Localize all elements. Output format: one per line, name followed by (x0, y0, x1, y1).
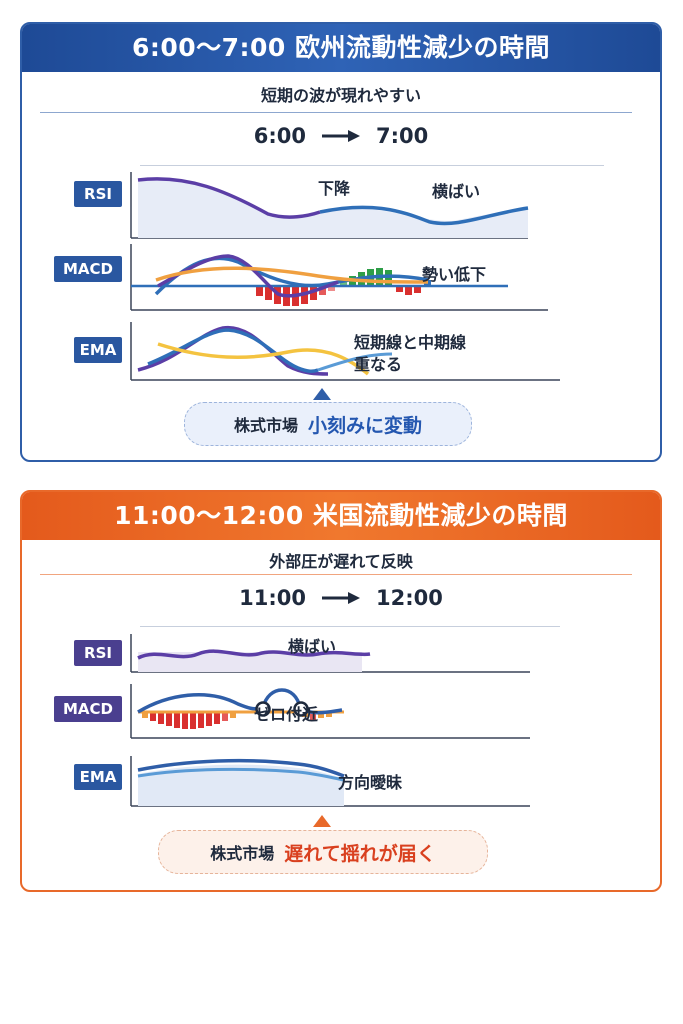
macd-histogram (142, 712, 332, 729)
subtitle-divider (40, 112, 632, 113)
rsi-area-left (138, 178, 328, 238)
arrow-right-icon (322, 592, 360, 604)
ema-note-line1: 短期線と中期線 (354, 333, 467, 352)
histogram-bar (310, 712, 316, 720)
macd-signal-orange (155, 266, 429, 284)
ema-chart (130, 322, 560, 381)
rsi-note-flat: 横ばい (432, 182, 481, 201)
histogram-bar (319, 286, 326, 295)
panel-subtitle: 短期の波が現れやすい (260, 86, 421, 105)
rsi-chart (130, 634, 530, 673)
histogram-bar (142, 712, 148, 718)
ema-line-blue (147, 328, 319, 374)
callout-prefix: 株式市場 (210, 844, 275, 863)
histogram-bar (396, 286, 403, 292)
macd-cross-marker (293, 701, 309, 717)
rsi-note-down: 下降 (318, 179, 351, 198)
panel-europe: 6:00〜7:00 欧州流動性減少の時間 短期の波が現れやすい 6:00 7:0… (20, 22, 662, 462)
panel-us: 11:00〜12:00 米国流動性減少の時間 外部圧が遅れて反映 11:00 1… (20, 490, 662, 892)
ema-note: 方向曖昧 (338, 773, 403, 792)
histogram-bar (265, 286, 272, 300)
histogram-bar (340, 280, 347, 286)
macd-chart (130, 244, 548, 311)
time-from: 11:00 (239, 586, 306, 610)
histogram-bar (174, 712, 180, 728)
histogram-bar (230, 712, 236, 718)
rsi-chart (130, 172, 529, 239)
panel-title: 6:00〜7:00 欧州流動性減少の時間 (22, 24, 660, 72)
histogram-bar (414, 286, 421, 293)
macd-line-left (137, 693, 264, 714)
histogram-bar (256, 286, 263, 296)
arrow-right-icon (322, 130, 360, 142)
histogram-bar (328, 286, 335, 291)
rsi-line (137, 649, 371, 660)
callout-pointer-icon (313, 388, 331, 400)
ema-line-light (137, 767, 345, 782)
callout-highlight: 小刻みに変動 (308, 414, 423, 437)
histogram-bar (158, 712, 164, 724)
macd-cross-marker (255, 701, 271, 717)
panel-subtitle: 外部圧が遅れて反映 (269, 552, 413, 571)
ema-line-lightblue (317, 352, 393, 372)
histogram-bar (222, 712, 228, 721)
histogram-bar (190, 712, 196, 729)
subtitle-divider (40, 574, 632, 575)
time-to: 12:00 (376, 586, 443, 610)
market-callout: 株式市場 遅れて揺れが届く (158, 830, 488, 874)
histogram-bar (326, 712, 332, 717)
time-from: 6:00 (253, 124, 306, 148)
ema-line-dark (137, 758, 345, 778)
ema-note-line2: 重なる (354, 355, 403, 374)
histogram-bar (182, 712, 188, 729)
time-divider (140, 165, 604, 166)
histogram-bar (150, 712, 156, 721)
macd-label: MACD (54, 696, 122, 722)
histogram-bar (214, 712, 220, 724)
ema-line-yellow (157, 342, 370, 376)
market-callout: 株式市場 小刻みに変動 (184, 402, 472, 446)
rsi-line-down (137, 177, 321, 219)
histogram-bar (198, 712, 204, 728)
panel-title: 11:00〜12:00 米国流動性減少の時間 (22, 492, 660, 540)
macd-note: ゼロ付近 (254, 705, 319, 724)
histogram-bar (318, 712, 324, 718)
ema-label: EMA (74, 764, 122, 790)
macd-label: MACD (54, 256, 122, 282)
time-divider (140, 626, 560, 627)
time-range: 11:00 12:00 (22, 586, 660, 610)
macd-note: 勢い低下 (422, 265, 487, 284)
histogram-bar (310, 286, 317, 300)
histogram-bar (385, 270, 392, 286)
rsi-label: RSI (74, 181, 122, 207)
ema-label: EMA (74, 337, 122, 363)
macd-chart (130, 684, 530, 739)
rsi-label: RSI (74, 640, 122, 666)
callout-prefix: 株式市場 (233, 416, 298, 435)
ema-area (138, 764, 344, 806)
histogram-bar (166, 712, 172, 726)
rsi-line-flat (319, 205, 529, 226)
time-range: 6:00 7:00 (22, 124, 660, 148)
callout-pointer-icon (313, 815, 331, 827)
histogram-bar (206, 712, 212, 726)
histogram-bar (405, 286, 412, 295)
ema-chart (130, 756, 530, 807)
time-to: 7:00 (376, 124, 429, 148)
macd-line-purple (157, 254, 339, 298)
rsi-note: 横ばい (288, 637, 337, 656)
callout-highlight: 遅れて揺れが届く (284, 842, 436, 865)
